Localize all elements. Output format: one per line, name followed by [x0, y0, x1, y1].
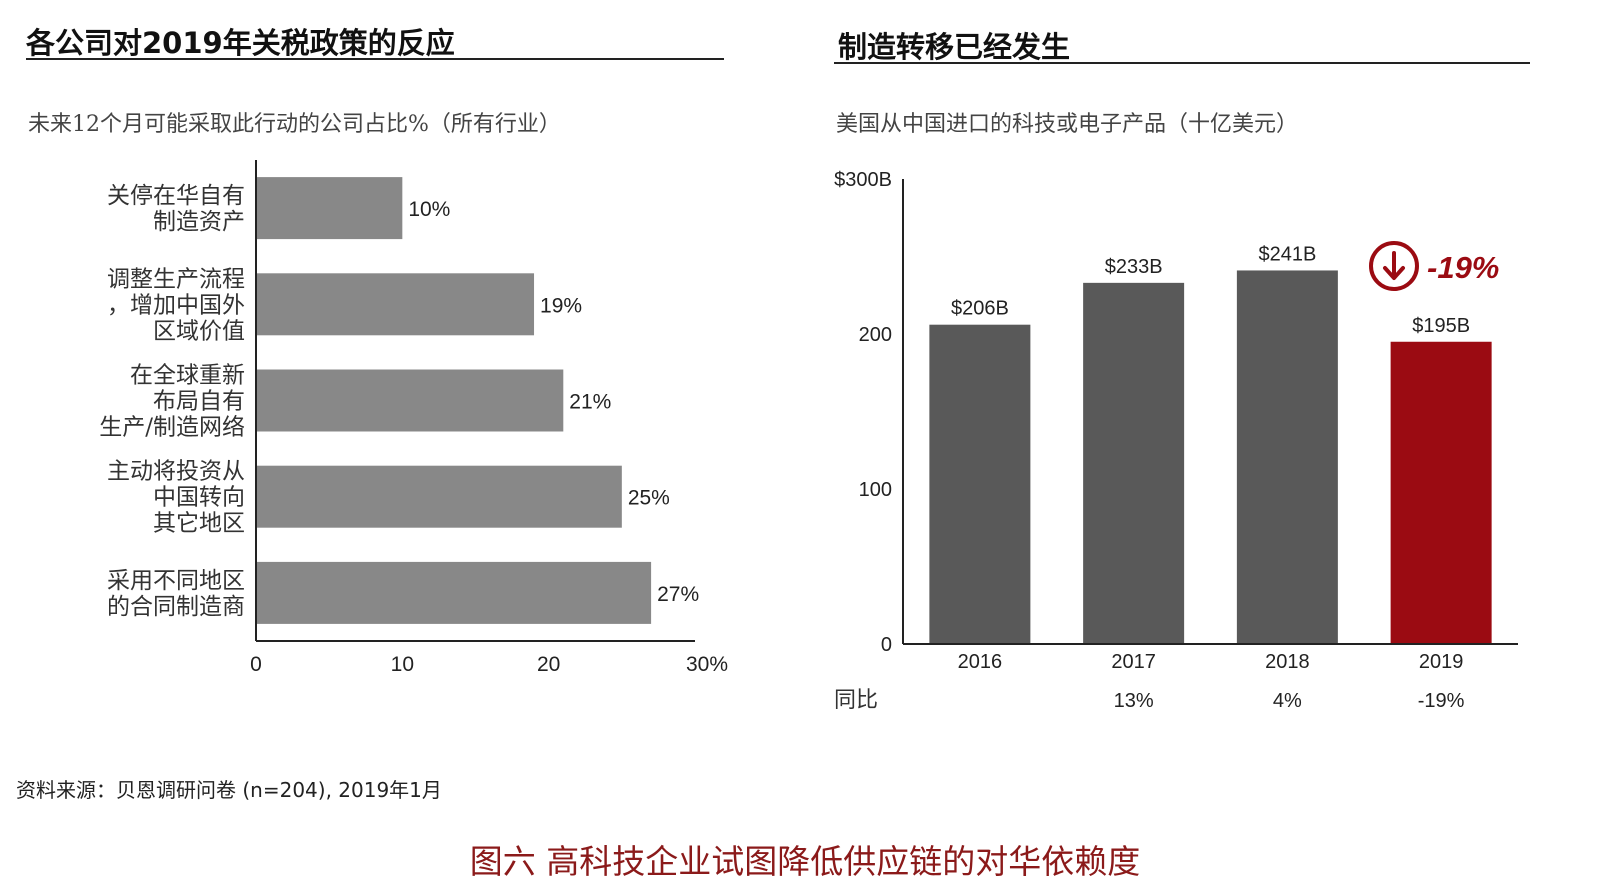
change-badge-label: -19% — [1427, 250, 1499, 285]
x-category-label-2018: 2018 — [1265, 651, 1310, 673]
yoy-row-label: 同比 — [834, 688, 878, 713]
category-label-3-line-3: 生产/制造网络 — [99, 415, 245, 441]
bar-2 — [256, 273, 535, 336]
category-label-4-line-3: 其它地区 — [153, 511, 245, 537]
column-value-label-2018: $241B — [1258, 243, 1316, 265]
y-tick-label-4: $300B — [834, 169, 892, 191]
x-category-label-2019: 2019 — [1419, 651, 1464, 673]
category-label-5-line-2: 的合同制造商 — [107, 594, 245, 620]
x-category-label-2016: 2016 — [958, 651, 1003, 673]
category-label-3-line-1: 在全球重新 — [130, 363, 245, 389]
bar-value-label-3: 21% — [569, 391, 611, 414]
category-label-2-line-3: 区域价值 — [153, 318, 245, 344]
source-note: 资料来源：贝恩调研问卷 (n=204), 2019年1月 — [16, 778, 442, 802]
x-tick-label-4: 30% — [686, 653, 728, 676]
yoy-value-2019: -19% — [1418, 690, 1465, 712]
column-2016 — [929, 324, 1031, 644]
yoy-value-2018: 4% — [1273, 690, 1302, 712]
bar-value-label-2: 19% — [540, 294, 582, 317]
column-value-label-2017: $233B — [1105, 256, 1163, 278]
down-arrow-head-icon — [1383, 266, 1405, 280]
yoy-value-2017: 13% — [1114, 690, 1154, 712]
column-value-label-2019: $195B — [1412, 315, 1470, 337]
category-label-4-line-1: 主动将投资从 — [107, 459, 245, 485]
bar-3 — [256, 369, 564, 432]
y-tick-label-2: 100 — [859, 479, 892, 501]
category-label-2-line-1: 调整生产流程 — [107, 266, 245, 292]
x-tick-label-3: 20 — [537, 653, 560, 676]
y-tick-label-1: 0 — [881, 634, 892, 656]
left-title-rule — [26, 58, 724, 60]
x-category-label-2017: 2017 — [1111, 651, 1156, 673]
left-panel-title: 各公司对2019年关税政策的反应 — [26, 26, 455, 60]
category-label-2-line-2: ，增加中国外 — [107, 292, 245, 318]
category-label-5-line-1: 采用不同地区 — [107, 568, 245, 594]
right-chart-subtitle: 美国从中国进口的科技或电子产品（十亿美元） — [836, 112, 1299, 137]
column-value-label-2016: $206B — [951, 298, 1009, 320]
bar-4 — [256, 465, 622, 528]
category-label-1-line-1: 关停在华自有 — [107, 183, 245, 209]
category-label-4-line-2: 中国转向 — [153, 485, 245, 511]
right-panel-title: 制造转移已经发生 — [838, 30, 1071, 64]
figure-caption: 图六 高科技企业试图降低供应链的对华依赖度 — [469, 842, 1141, 881]
bar-value-label-5: 27% — [657, 583, 699, 606]
category-label-3-line-2: 布局自有 — [153, 389, 245, 415]
bar-value-label-4: 25% — [628, 487, 670, 510]
bar-1 — [256, 177, 403, 240]
x-tick-label-2: 10 — [391, 653, 414, 676]
category-label-1-line-2: 制造资产 — [153, 209, 245, 235]
bar-5 — [256, 561, 652, 624]
column-2019 — [1390, 341, 1492, 644]
column-2018 — [1236, 270, 1338, 644]
bar-value-label-1: 10% — [408, 198, 450, 221]
down-arrow-circle-icon — [1369, 241, 1419, 291]
column-2017 — [1083, 282, 1185, 644]
right-title-rule — [834, 62, 1530, 64]
x-tick-label-1: 0 — [250, 653, 262, 676]
y-tick-label-3: 200 — [859, 324, 892, 346]
left-chart-subtitle: 未来12个月可能采取此行动的公司占比%（所有行业） — [28, 112, 561, 137]
